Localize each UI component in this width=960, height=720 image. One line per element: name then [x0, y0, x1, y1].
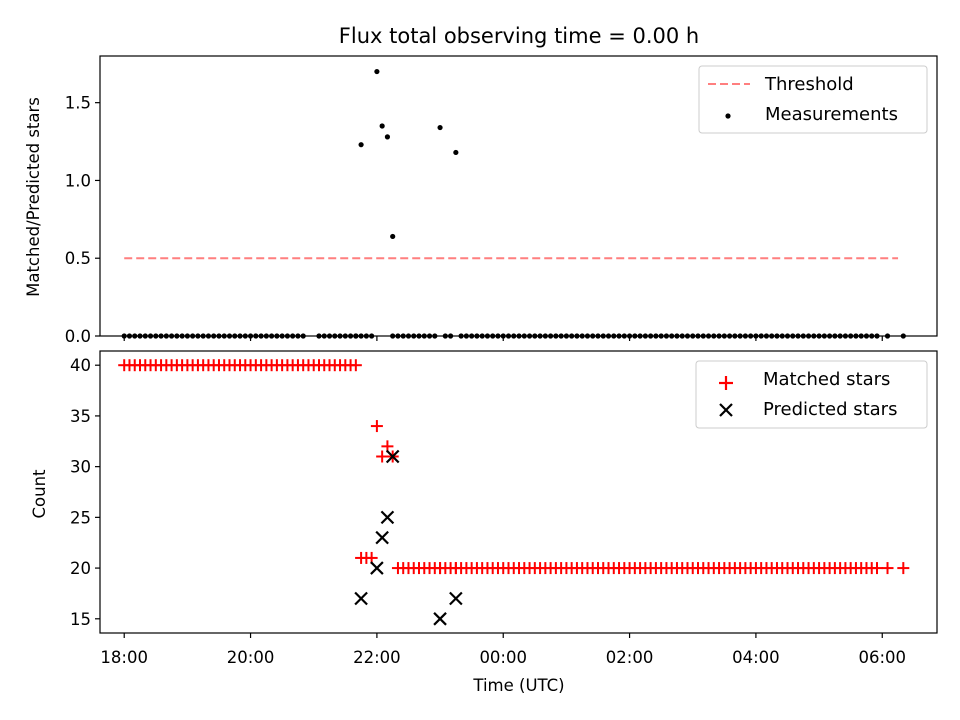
x-tick-label: 04:00 — [732, 648, 780, 667]
predicted-star-marker — [449, 591, 463, 606]
measurement-point — [390, 233, 396, 240]
top-x-ticks — [123, 336, 883, 341]
predicted-star-marker — [385, 449, 400, 464]
top-y-axis-label: Matched/Predicted stars — [24, 97, 43, 297]
predicted-legend-marker — [719, 403, 733, 417]
bottom-legend: Matched stars Predicted stars — [695, 360, 928, 429]
x-tick-label: 18:00 — [100, 648, 148, 667]
top-y-tick-label: 0.5 — [65, 249, 91, 268]
top-y-ticks: 0.0 0.5 1.0 1.5 — [65, 94, 100, 346]
x-tick-label: 00:00 — [479, 648, 527, 667]
x-tick-label: 06:00 — [858, 648, 906, 667]
bottom-y-tick-label: 30 — [70, 458, 91, 477]
bottom-y-tick-label: 35 — [70, 407, 91, 426]
matched-legend-marker — [719, 376, 733, 390]
matched-legend-label: Matched stars — [763, 369, 890, 390]
predicted-legend-label: Predicted stars — [763, 399, 897, 420]
x-axis-label: Time (UTC) — [472, 676, 564, 695]
measurement-point — [437, 124, 443, 131]
x-tick-label: 02:00 — [606, 648, 654, 667]
bottom-legend-box — [695, 360, 928, 429]
bottom-y-ticks: 15 20 25 30 35 40 — [70, 356, 100, 629]
x-tick-label: 20:00 — [227, 648, 275, 667]
top-axes-frame — [99, 55, 938, 337]
matched-star-marker — [376, 450, 389, 463]
bottom-panel: Count Time (UTC) 15 20 25 30 35 40 18:00 20:00… — [30, 350, 938, 695]
matched-star-marker — [370, 420, 383, 433]
bottom-y-tick-label: 25 — [70, 508, 91, 527]
top-legend-box — [698, 65, 928, 134]
matched-star-marker — [881, 562, 894, 575]
bottom-y-axis-label: Count — [30, 469, 49, 519]
predicted-star-marker — [380, 510, 395, 525]
predicted-stars-points — [354, 449, 463, 626]
top-y-tick-label: 1.5 — [65, 94, 91, 113]
threshold-legend-label: Threshold — [764, 74, 854, 95]
matched-star-marker — [349, 359, 362, 372]
predicted-star-marker — [375, 530, 389, 545]
bottom-y-tick-label: 15 — [70, 610, 91, 629]
chart-title: Flux total observing time = 0.00 h — [339, 24, 699, 48]
top-legend: Threshold Measurements — [698, 65, 928, 134]
bottom-y-tick-label: 20 — [70, 559, 91, 578]
x-tick-label: 22:00 — [353, 648, 401, 667]
matched-star-marker — [434, 562, 447, 575]
bottom-axes-frame — [99, 350, 938, 634]
matched-stars-points — [118, 359, 910, 575]
measurement-point — [374, 68, 380, 75]
measurements-legend-label: Measurements — [765, 104, 898, 125]
bottom-y-tick-label: 40 — [70, 356, 91, 375]
top-y-tick-label: 1.0 — [65, 171, 91, 190]
predicted-star-marker — [370, 561, 384, 575]
predicted-star-marker — [354, 591, 368, 606]
measurement-point — [358, 142, 364, 148]
measurement-point — [379, 123, 385, 129]
matched-star-marker — [449, 562, 462, 575]
bottom-x-ticks: 18:00 20:00 22:00 00:00 02:00 04:00 06:00 — [100, 633, 906, 667]
measurement-point — [453, 149, 459, 156]
top-panel: Flux total observing time = 0.00 h Match… — [24, 24, 938, 346]
top-y-tick-label: 0.0 — [65, 327, 91, 346]
matched-star-marker — [897, 562, 910, 575]
matched-star-marker — [870, 562, 883, 575]
measurement-point — [384, 134, 391, 140]
predicted-star-marker — [433, 612, 447, 626]
measurements-legend-marker — [725, 113, 731, 119]
